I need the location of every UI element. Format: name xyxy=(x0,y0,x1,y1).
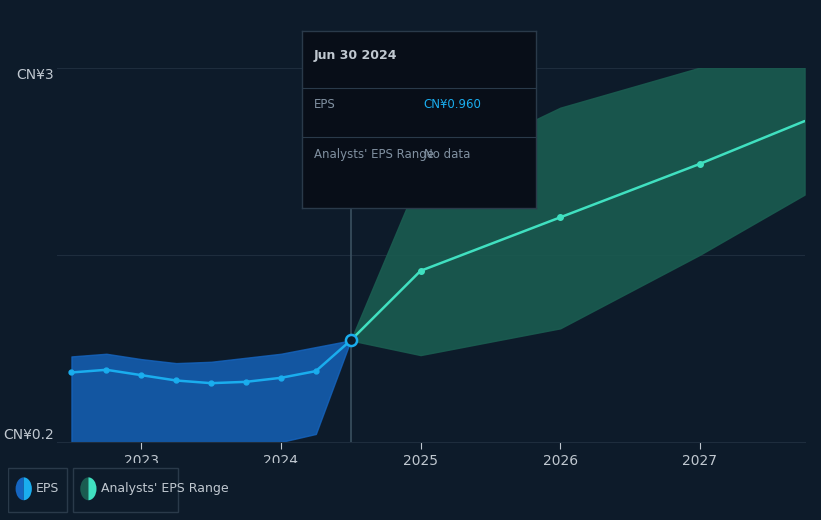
Text: Jun 30 2024: Jun 30 2024 xyxy=(314,49,397,62)
Wedge shape xyxy=(16,477,24,500)
Wedge shape xyxy=(89,477,97,500)
Text: CN¥0.2: CN¥0.2 xyxy=(3,428,53,442)
Text: EPS: EPS xyxy=(314,98,336,111)
Text: No data: No data xyxy=(424,148,470,161)
FancyBboxPatch shape xyxy=(8,468,67,512)
Text: Analysts' EPS Range: Analysts' EPS Range xyxy=(101,483,228,495)
Text: CN¥0.960: CN¥0.960 xyxy=(424,98,482,111)
Text: Analysts Forecasts: Analysts Forecasts xyxy=(360,75,476,88)
Text: EPS: EPS xyxy=(36,483,59,495)
Wedge shape xyxy=(80,477,89,500)
Text: CN¥3: CN¥3 xyxy=(16,68,53,82)
Wedge shape xyxy=(24,477,32,500)
FancyBboxPatch shape xyxy=(73,468,178,512)
Text: Actual: Actual xyxy=(308,75,347,88)
Text: Analysts' EPS Range: Analysts' EPS Range xyxy=(314,148,433,161)
